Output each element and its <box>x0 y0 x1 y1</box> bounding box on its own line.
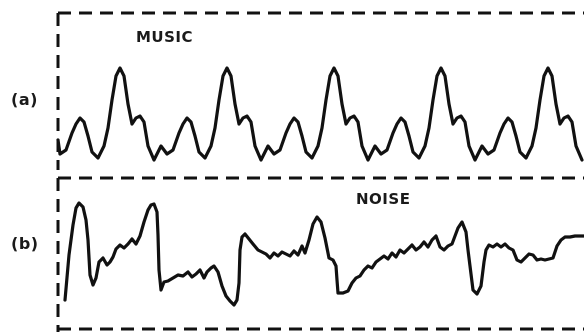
panel-a-title: MUSIC <box>136 28 193 46</box>
panel-b-title: NOISE <box>356 190 411 208</box>
noise-waveform <box>63 201 584 307</box>
panel-borders <box>56 11 584 332</box>
music-waveform <box>56 66 584 162</box>
panel-a-tag: (a) <box>11 90 38 109</box>
panel-b-tag: (b) <box>11 234 39 253</box>
